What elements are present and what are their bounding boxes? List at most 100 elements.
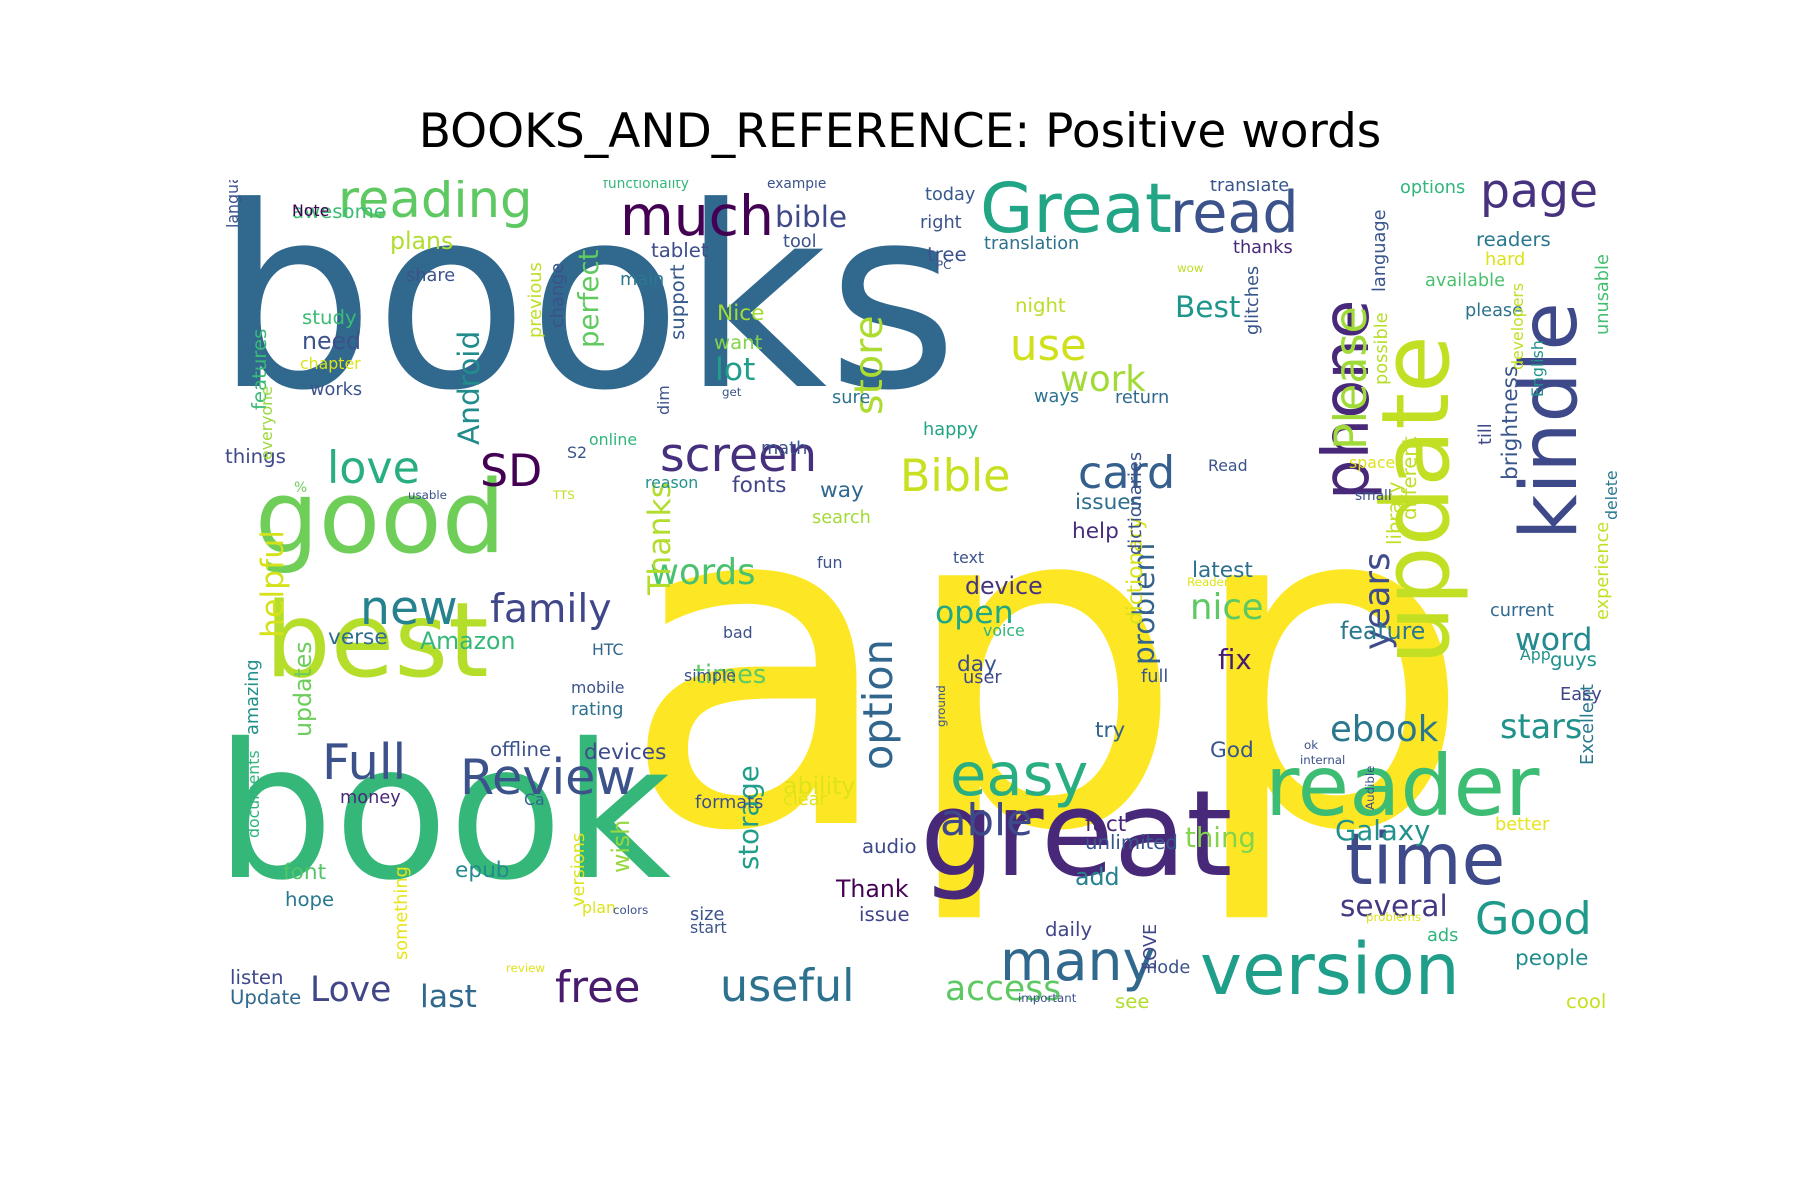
cloud-word: Android — [452, 330, 486, 445]
cloud-word: time — [1345, 818, 1506, 901]
cloud-word: daily — [1045, 918, 1093, 941]
cloud-word: listen — [230, 966, 284, 989]
cloud-word: readers — [1476, 228, 1551, 251]
cloud-word: hard — [1485, 250, 1526, 270]
cloud-word: share — [406, 266, 456, 286]
cloud-word: full — [1141, 667, 1169, 687]
cloud-word: many — [1000, 930, 1156, 994]
cloud-word: better — [1495, 815, 1550, 835]
cloud-word: work — [1060, 359, 1146, 400]
cloud-word: today — [925, 185, 976, 205]
cloud-word: Update — [230, 986, 302, 1009]
cloud-word: Easy — [1560, 685, 1602, 705]
cloud-word: dim — [654, 385, 673, 415]
cloud-word: device — [965, 572, 1043, 600]
cloud-word: storage — [732, 765, 765, 870]
cloud-word: problems — [1366, 910, 1422, 924]
cloud-word: new — [360, 581, 458, 636]
cloud-word: Good — [1475, 894, 1592, 945]
cloud-word: options — [1400, 180, 1466, 198]
cloud-word: cool — [1566, 990, 1607, 1013]
cloud-word: sure — [832, 388, 871, 408]
cloud-word: study — [302, 306, 357, 329]
cloud-word: internal — [1300, 753, 1346, 767]
cloud-word: important — [1018, 991, 1077, 1005]
cloud-word: tablet — [651, 239, 709, 262]
cloud-word: delete — [1602, 470, 1620, 520]
cloud-word: bad — [723, 623, 753, 642]
cloud-word: space — [1349, 453, 1396, 472]
cloud-word: love — [327, 443, 420, 494]
cloud-word: functionality — [603, 180, 689, 192]
cloud-word: Reader — [1187, 575, 1229, 589]
cloud-word: amazing — [243, 659, 263, 735]
cloud-word: Thank — [836, 875, 909, 903]
cloud-word: add — [1075, 863, 1120, 891]
cloud-word: possible — [1372, 312, 1392, 385]
cloud-word: S2 — [567, 443, 588, 462]
cloud-word: search — [812, 508, 871, 528]
cloud-word: way — [820, 478, 864, 503]
cloud-word: bible — [775, 200, 848, 234]
cloud-word: great — [920, 765, 1233, 903]
cloud-word: ways — [1034, 387, 1080, 407]
cloud-word: unusable — [1593, 254, 1613, 335]
cloud-word: audio — [862, 835, 917, 858]
cloud-word: access — [945, 969, 1062, 1009]
cloud-word: mode — [1140, 958, 1191, 978]
cloud-word: family — [490, 586, 612, 632]
cloud-word: example — [767, 180, 827, 192]
cloud-word: review — [506, 961, 546, 975]
cloud-word: day — [957, 652, 997, 677]
cloud-word: mobile — [571, 678, 625, 697]
cloud-word: SD — [480, 446, 543, 497]
cloud-word: Review — [460, 748, 636, 806]
cloud-word: ability — [783, 772, 856, 800]
cloud-word: Love — [310, 970, 392, 1010]
cloud-word: different — [1398, 436, 1421, 520]
cloud-word: till — [1476, 423, 1496, 445]
cloud-word: app — [620, 402, 1473, 930]
cloud-word: previous — [526, 262, 546, 338]
cloud-word: card — [1078, 448, 1176, 499]
cloud-word: reader — [1265, 737, 1540, 835]
cloud-word: brightness — [1498, 365, 1523, 480]
cloud-word: % — [294, 480, 308, 496]
cloud-word: text — [953, 548, 985, 567]
cloud-word: online — [589, 430, 638, 449]
cloud-word: issues — [1075, 490, 1142, 515]
cloud-word: wish — [607, 819, 635, 873]
cloud-word: works — [310, 380, 363, 400]
cloud-word: user — [963, 668, 1002, 688]
cloud-word: math — [761, 439, 808, 459]
cloud-word: much — [620, 185, 774, 249]
cloud-word: nice — [1190, 587, 1264, 628]
cloud-word: offline — [490, 738, 552, 761]
cloud-word: times — [695, 660, 767, 690]
cloud-word: versions — [569, 832, 589, 907]
cloud-word: epub — [455, 858, 510, 883]
cloud-word: small — [1355, 488, 1392, 504]
cloud-word: Please — [1326, 306, 1377, 450]
cloud-word: issue — [859, 903, 910, 926]
cloud-word: updates — [289, 641, 317, 737]
cloud-word: Audible — [1363, 765, 1377, 810]
cloud-word: LOVE — [1141, 923, 1161, 970]
cloud-word: hope — [285, 888, 335, 911]
cloud-word: useful — [720, 961, 855, 1012]
cloud-word: option — [854, 639, 902, 770]
cloud-word: get — [722, 385, 742, 399]
cloud-word: last — [420, 979, 477, 1015]
cloud-word: perfect — [572, 249, 605, 348]
cloud-word: books — [220, 180, 959, 446]
cloud-word: free — [555, 963, 641, 1013]
cloud-word: best — [265, 581, 489, 701]
cloud-word: rating — [571, 700, 624, 720]
cloud-word: reason — [645, 473, 699, 492]
cloud-word: easy — [950, 740, 1089, 809]
cloud-word: tool — [783, 232, 817, 252]
cloud-word: open — [935, 595, 1014, 631]
cloud-word: plan — [582, 898, 617, 917]
cloud-word: experience — [1593, 521, 1613, 620]
cloud-word: screen — [660, 428, 818, 483]
